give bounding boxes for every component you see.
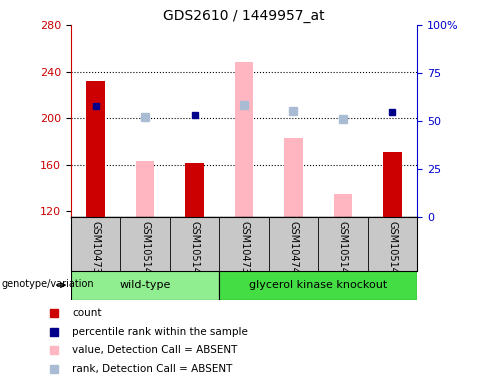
Bar [235, 62, 253, 217]
Bar [334, 194, 352, 217]
Title: GDS2610 / 1449957_at: GDS2610 / 1449957_at [163, 8, 325, 23]
Text: GSM105144: GSM105144 [387, 221, 398, 280]
Text: value, Detection Call = ABSENT: value, Detection Call = ABSENT [72, 345, 237, 355]
Bar [86, 81, 105, 217]
Text: glycerol kinase knockout: glycerol kinase knockout [249, 280, 387, 290]
Bar [219, 271, 417, 300]
Bar [71, 271, 219, 300]
Text: GSM104738: GSM104738 [90, 221, 101, 280]
Text: count: count [72, 308, 102, 318]
Text: GSM104736: GSM104736 [239, 221, 249, 280]
Bar [284, 138, 303, 217]
Text: GSM105140: GSM105140 [140, 221, 150, 280]
Bar [136, 161, 154, 217]
Text: percentile rank within the sample: percentile rank within the sample [72, 327, 248, 337]
Text: GSM105141: GSM105141 [189, 221, 200, 280]
Text: GSM105142: GSM105142 [338, 221, 348, 280]
Text: GSM104740: GSM104740 [288, 221, 299, 280]
Text: genotype/variation: genotype/variation [1, 279, 94, 289]
Bar [185, 164, 204, 217]
Bar [383, 152, 402, 217]
Text: wild-type: wild-type [120, 280, 171, 290]
Bar [185, 164, 204, 217]
Text: rank, Detection Call = ABSENT: rank, Detection Call = ABSENT [72, 364, 232, 374]
